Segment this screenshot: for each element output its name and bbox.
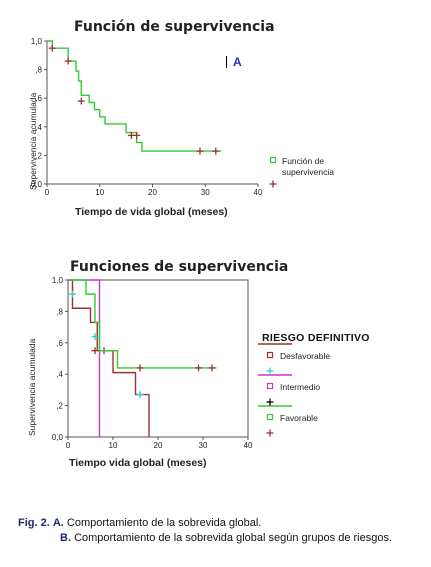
chart-b-ytick-label: ,8 xyxy=(56,307,63,316)
chart-b-ytick-label: ,4 xyxy=(56,370,63,379)
chart-a-legend-square xyxy=(269,156,277,164)
chart-b-legend-square-intermedio xyxy=(266,382,274,390)
chart-a-series-0-censor-mark xyxy=(48,44,56,52)
chart-b-title: Funciones de supervivencia xyxy=(70,259,289,275)
chart-b-xtick-label: 20 xyxy=(154,441,163,450)
caption-a-marker: A. xyxy=(52,517,64,529)
chart-b-series-favorable-censor-mark xyxy=(208,364,216,372)
chart-a-ytick-label: ,4 xyxy=(35,123,42,132)
chart-b-ytick-label: 1,0 xyxy=(52,276,64,285)
chart-b-legend-square-desfavorable xyxy=(266,351,274,359)
chart-b-series-3-censor-mark xyxy=(91,333,99,341)
chart-b-xtick-label: 30 xyxy=(199,441,208,450)
chart-b-legend-plus-2 xyxy=(266,398,274,406)
chart-a-legend-plus xyxy=(269,180,277,188)
chart-b-xtick-label: 40 xyxy=(244,441,253,450)
chart-a-ytick-label: 0,0 xyxy=(31,180,43,189)
caption-line-b: B. Comportamiento de la sobrevida global… xyxy=(18,531,428,546)
chart-b-series-favorable-line xyxy=(68,279,217,369)
chart-b-legend-square-favorable xyxy=(266,413,274,421)
chart-a-ytick-label: 1,0 xyxy=(31,37,43,46)
panel-a-label: A xyxy=(233,55,242,69)
caption-a-text: Comportamiento de la sobrevida global. xyxy=(66,517,262,529)
chart-b-xtick-label: 10 xyxy=(109,441,118,450)
chart-b-series-favorable-censor-mark xyxy=(195,364,202,372)
chart-b-legend-favorable: Favorable xyxy=(280,413,318,423)
chart-a-legend-label: Función de supervivencia xyxy=(282,156,334,177)
chart-b-ytick-label: ,6 xyxy=(56,339,63,348)
caption-b-marker: B. xyxy=(60,532,71,544)
caption-figure-number: Fig. 2. xyxy=(18,517,50,529)
chart-b-series-desfavorable-censor-mark xyxy=(91,347,99,355)
chart-a-ytick-label: ,2 xyxy=(35,151,42,160)
chart-a-xlabel: Tiempo de vida global (meses) xyxy=(75,206,228,218)
chart-b-series-desfavorable-line xyxy=(68,279,150,437)
panel-a-marker-bar xyxy=(226,56,227,68)
chart-b-series-3-censor-mark xyxy=(69,290,76,298)
chart-a-series-0-line xyxy=(47,40,222,152)
chart-b-xtick-label: 0 xyxy=(66,441,71,450)
chart-b-xlabel: Tiempo vida global (meses) xyxy=(69,457,207,469)
chart-b-legend-desfavorable: Desfavorable xyxy=(280,351,331,361)
chart-b-legend-title: RIESGO DEFINITIVO xyxy=(262,332,370,344)
chart-a-xtick-label: 0 xyxy=(45,188,50,197)
chart-a-series-0-censor-mark xyxy=(64,57,72,65)
chart-a-series-0-censor-mark xyxy=(77,97,85,105)
chart-a-ytick-label: ,8 xyxy=(35,66,42,75)
chart-b-legend-plus-3 xyxy=(266,429,274,437)
chart-b-legend-plus-1 xyxy=(266,367,274,375)
chart-a-series-0-censor-mark xyxy=(196,147,204,155)
chart-a-title: Función de supervivencia xyxy=(74,19,275,35)
chart-b-series-3-censor-mark xyxy=(136,391,144,399)
chart-a-xtick-label: 20 xyxy=(148,188,157,197)
chart-a-series-0-censor-mark xyxy=(133,131,141,139)
chart-b-series-favorable-censor-mark xyxy=(136,364,144,372)
caption-line-a: Fig. 2. A. Comportamiento de la sobrevid… xyxy=(18,516,428,531)
chart-a-series-0-censor-mark xyxy=(212,147,220,155)
chart-b-ytick-label: 0,0 xyxy=(52,433,64,442)
figure-caption: Fig. 2. A. Comportamiento de la sobrevid… xyxy=(18,516,428,546)
caption-b-text: Comportamiento de la sobrevida global se… xyxy=(74,532,393,544)
chart-b-ytick-label: ,2 xyxy=(56,402,63,411)
chart-a-ytick-label: ,6 xyxy=(35,94,42,103)
chart-a-xtick-label: 10 xyxy=(95,188,104,197)
chart-b-legend-intermedio: Intermedio xyxy=(280,382,321,392)
chart-a-xtick-label: 40 xyxy=(254,188,263,197)
chart-a-xtick-label: 30 xyxy=(201,188,210,197)
